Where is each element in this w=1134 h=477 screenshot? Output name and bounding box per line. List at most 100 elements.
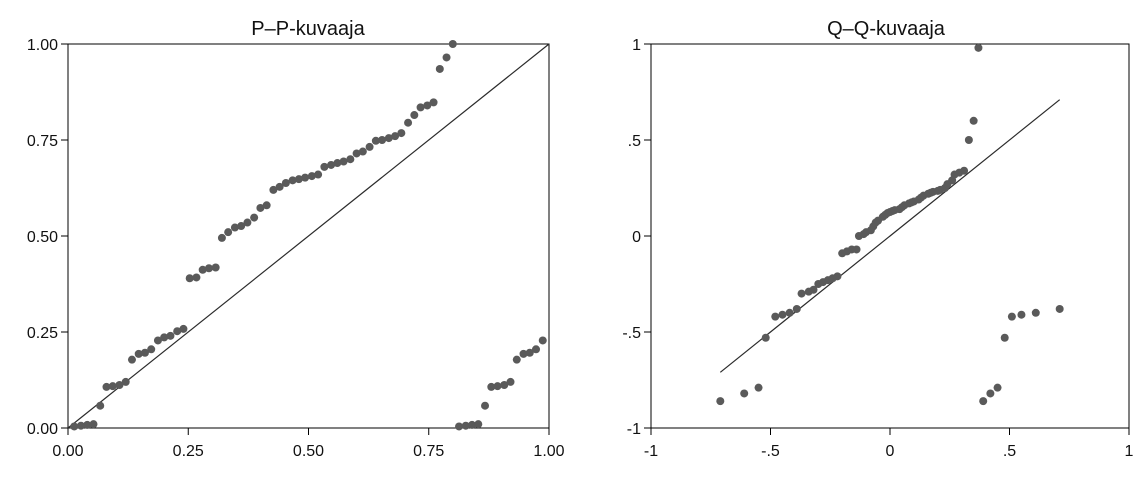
pp-data-point: [256, 203, 265, 212]
pp-data-point: [532, 345, 541, 354]
qq-data-point: [964, 136, 973, 144]
pp-data-point: [70, 422, 79, 431]
qq-data-point: [809, 285, 818, 294]
pp-data-point: [378, 136, 387, 144]
pp-y-tick-label: 0.75: [27, 133, 58, 150]
pp-data-point: [294, 175, 303, 184]
pp-x-tick-label: 0.75: [413, 443, 444, 460]
pp-data-point: [89, 420, 98, 429]
qq-data-point: [969, 116, 978, 125]
qq-data-point: [716, 397, 725, 406]
pp-data-point: [237, 222, 246, 231]
pp-data-point: [102, 382, 111, 391]
qq-data-point: [754, 383, 763, 392]
qq-x-tick-label: -1: [644, 443, 658, 460]
pp-data-point: [127, 355, 136, 364]
pp-data-point: [83, 420, 92, 429]
qq-data-point: [986, 389, 995, 398]
pp-data-point: [166, 331, 175, 340]
pp-data-point: [173, 327, 182, 336]
pp-data-point: [365, 142, 374, 151]
pp-data-point: [442, 53, 451, 62]
pp-data-point: [384, 134, 393, 143]
pp-data-point: [519, 349, 528, 358]
pp-data-point: [288, 176, 297, 185]
qq-y-tick-label: -1: [627, 421, 641, 438]
pp-data-point: [320, 162, 329, 171]
pp-data-point: [140, 348, 149, 357]
pp-data-point: [307, 172, 316, 181]
pp-data-point: [301, 173, 310, 182]
pp-data-point: [275, 182, 284, 191]
qq-plot-panel: Q–Q-kuvaaja -1 -.5 0 .5 1 -1 -.5 0 .5 1: [622, 18, 1133, 460]
pp-data-point: [333, 159, 342, 168]
pp-data-point: [217, 233, 226, 242]
pp-x-tick-label: 0.00: [52, 443, 83, 460]
pp-data-point: [179, 324, 188, 333]
qq-data-point: [761, 333, 770, 342]
qq-x-tick-label: -.5: [761, 443, 780, 460]
pp-data-point: [153, 336, 162, 345]
pp-data-point: [455, 422, 464, 431]
pp-data-point: [474, 420, 483, 429]
pp-data-point: [506, 377, 515, 386]
pp-data-point: [224, 228, 233, 237]
pp-data-point: [410, 111, 419, 120]
qq-y-tick-label: 1: [632, 37, 641, 54]
qq-x-tick-label: .5: [1003, 443, 1016, 460]
pp-data-point: [468, 420, 477, 429]
qq-data-point: [740, 389, 749, 398]
pp-plot-panel: P–P-kuvaaja 0.00 0.25 0.50 0.75 1.00 0.00 0.25…: [27, 18, 565, 460]
qq-data-point: [771, 312, 780, 321]
pp-y-tick-label: 0.25: [27, 325, 58, 342]
qq-data-point: [1000, 333, 1009, 342]
pp-data-point: [198, 265, 207, 274]
pp-x-tick-label: 0.50: [293, 443, 324, 460]
pp-data-point: [525, 348, 534, 357]
pp-x-tick-label: 0.25: [173, 443, 204, 460]
pp-data-point: [461, 421, 470, 430]
pp-data-point: [435, 64, 444, 73]
pp-data-point: [448, 40, 457, 48]
qq-data-point: [993, 383, 1002, 392]
pp-data-point: [358, 147, 367, 156]
qq-data-point: [852, 245, 861, 254]
qq-data-point: [960, 166, 969, 175]
pp-data-point: [250, 213, 259, 222]
pp-data-point: [147, 345, 156, 354]
pp-data-point: [352, 149, 361, 158]
qq-data-point: [974, 43, 983, 52]
qq-plot-title: Q–Q-kuvaaja: [827, 18, 946, 40]
pp-data-point: [339, 157, 348, 166]
pp-data-point: [416, 103, 425, 112]
pp-data-point: [281, 179, 290, 188]
pp-data-point: [500, 380, 509, 389]
pp-data-point: [327, 160, 336, 169]
pp-data-point: [160, 333, 169, 342]
pp-data-point: [371, 136, 380, 145]
pp-data-point: [512, 355, 521, 364]
pp-data-point: [269, 185, 278, 194]
pp-data-point: [108, 382, 117, 391]
qq-data-point: [785, 308, 794, 317]
pp-data-point: [185, 274, 194, 283]
qq-data-point: [1007, 312, 1016, 321]
pp-data-point: [487, 382, 496, 391]
pp-data-point: [230, 223, 239, 232]
qq-data-point: [797, 289, 806, 298]
pp-data-point: [391, 132, 400, 141]
pp-data-point: [538, 336, 547, 345]
pp-data-point: [76, 421, 85, 430]
qq-data-point: [979, 397, 988, 406]
pp-data-point: [121, 377, 130, 386]
qq-reference-line: [719, 99, 1061, 373]
pp-data-point: [404, 118, 413, 127]
pp-data-point: [481, 401, 490, 410]
qq-y-tick-label: 0: [632, 229, 641, 246]
pp-data-point: [211, 263, 220, 272]
qq-data-point: [1017, 310, 1026, 319]
pp-data-point: [429, 98, 438, 107]
pp-data-point: [397, 129, 406, 138]
pp-data-point: [493, 382, 502, 391]
